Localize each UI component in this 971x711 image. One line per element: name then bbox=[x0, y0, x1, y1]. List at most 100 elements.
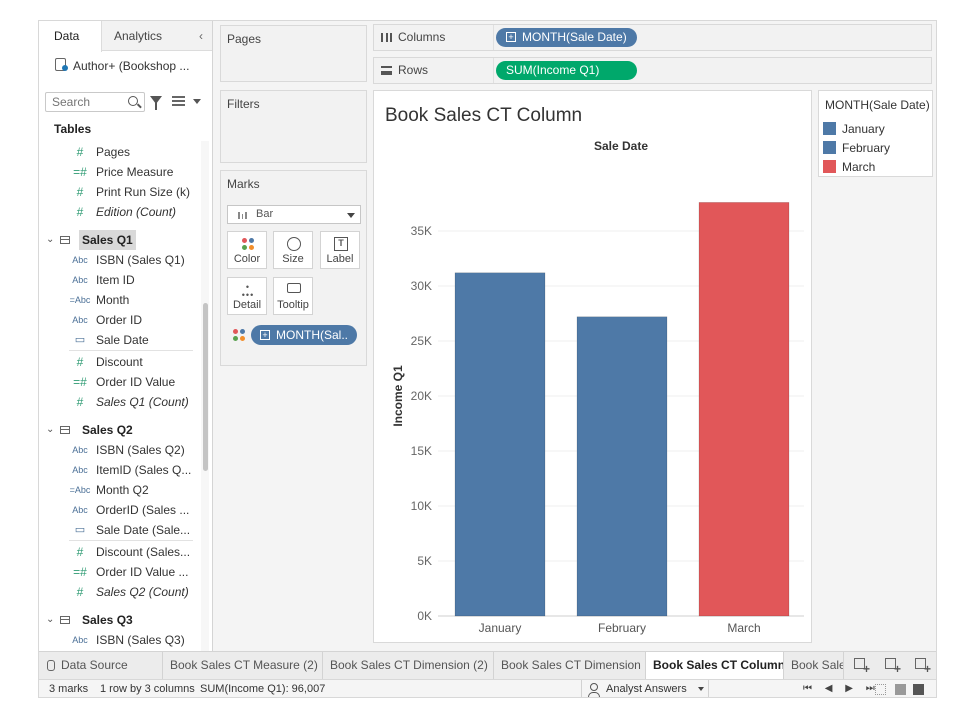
show-tabs-icon[interactable] bbox=[913, 684, 924, 695]
rows-pill[interactable]: SUM(Income Q1) bbox=[496, 61, 637, 80]
field-item[interactable]: =# Order ID Value ... bbox=[39, 562, 199, 582]
new-dashboard-icon[interactable]: + bbox=[885, 658, 901, 675]
scrollbar-thumb[interactable] bbox=[203, 303, 208, 471]
chevron-down-icon[interactable]: ⌄ bbox=[46, 234, 55, 245]
pages-title: Pages bbox=[227, 32, 262, 46]
field-item[interactable]: # Print Run Size (k) bbox=[39, 182, 199, 202]
columns-pill[interactable]: + MONTH(Sale Date) bbox=[496, 28, 637, 47]
analyst-answers-dropdown[interactable]: Analyst Answers bbox=[581, 680, 709, 697]
search-icon bbox=[128, 96, 138, 106]
mark-type-dropdown[interactable]: Bar bbox=[227, 205, 361, 224]
chevron-down-icon bbox=[347, 213, 355, 218]
detail-icon: • ••• bbox=[241, 282, 255, 300]
x-tick-label: March bbox=[727, 621, 760, 635]
chart-view: Book Sales CT Column Sale Date Income Q1 0… bbox=[373, 90, 812, 643]
field-item[interactable]: Abc OrderID (Sales ... bbox=[39, 500, 199, 520]
tooltip-button[interactable]: Tooltip bbox=[273, 277, 313, 315]
search-input[interactable] bbox=[46, 93, 124, 111]
field-item[interactable]: # Sales Q1 (Count) bbox=[39, 392, 199, 412]
show-filmstrip-icon[interactable] bbox=[875, 684, 886, 695]
field-item[interactable]: Abc ItemID (Sales Q... bbox=[39, 460, 199, 480]
sheet-tab[interactable]: Book Sales CT Measure (2) bbox=[163, 652, 323, 679]
columns-shelf[interactable]: Columns + MONTH(Sale Date) bbox=[373, 24, 932, 51]
field-label: Sales Q3 bbox=[82, 613, 133, 627]
dimension-icon: Abc bbox=[72, 275, 88, 285]
y-tick-label: 35K bbox=[411, 224, 432, 238]
detail-button[interactable]: • ••• Detail bbox=[227, 277, 267, 315]
field-item[interactable]: =# Price Measure bbox=[39, 162, 199, 182]
field-item[interactable]: # Pages bbox=[39, 142, 199, 162]
bar-chart: Sale Date Income Q1 0K 5K 10K 15K 20K 25K 30K 35K… bbox=[391, 139, 804, 635]
collapse-pane-icon[interactable]: ‹ bbox=[199, 29, 203, 43]
status-sum: SUM(Income Q1): 96,007 bbox=[200, 683, 326, 695]
new-worksheet-icon[interactable]: + bbox=[854, 658, 870, 675]
field-item[interactable]: ▭ Sale Date bbox=[39, 330, 199, 350]
rows-shelf[interactable]: Rows SUM(Income Q1) bbox=[373, 57, 932, 84]
field-item[interactable]: ▭ Sale Date (Sale... bbox=[39, 520, 199, 540]
field-item[interactable]: # Edition (Count) bbox=[39, 202, 199, 222]
filter-icon[interactable] bbox=[150, 96, 162, 110]
sheet-tab[interactable]: Book Sales CT Dimension bbox=[494, 652, 646, 679]
label-button[interactable]: T Label bbox=[320, 231, 360, 269]
tab-data[interactable]: Data bbox=[39, 21, 102, 52]
pages-shelf[interactable]: Pages bbox=[220, 25, 367, 82]
mark-field-pill[interactable]: + MONTH(Sal.. bbox=[251, 325, 357, 345]
table-header[interactable]: ⌄ Sales Q3 bbox=[39, 610, 199, 630]
show-sheet-sorter-icon[interactable] bbox=[895, 684, 906, 695]
table-header[interactable]: ⌄ Sales Q1 bbox=[39, 230, 199, 250]
field-item[interactable]: Abc Item ID bbox=[39, 270, 199, 290]
field-item[interactable]: # Discount bbox=[39, 352, 199, 372]
sheet-tab[interactable]: Book Sales CT Column bbox=[646, 652, 784, 679]
label-label: Label bbox=[326, 253, 354, 265]
chevron-down-icon[interactable] bbox=[193, 99, 201, 104]
field-item[interactable]: Abc Order ID bbox=[39, 310, 199, 330]
columns-label: Columns bbox=[398, 30, 446, 44]
measure-icon: # bbox=[76, 185, 84, 199]
field-label: ISBN (Sales Q1) bbox=[96, 253, 185, 267]
search-box[interactable] bbox=[45, 92, 145, 112]
tab-data-source[interactable]: Data Source bbox=[39, 652, 163, 679]
filters-shelf[interactable]: Filters bbox=[220, 90, 367, 163]
legend-label: February bbox=[842, 141, 891, 155]
legend-label: March bbox=[842, 160, 876, 174]
sheet-navigation-buttons[interactable]: ⏮ ◀ ▶ ⏭ bbox=[803, 683, 880, 694]
new-story-icon[interactable]: + bbox=[915, 658, 931, 675]
measure-icon: # bbox=[76, 145, 84, 159]
x-tick-label: January bbox=[479, 621, 522, 635]
chevron-down-icon[interactable]: ⌄ bbox=[46, 614, 55, 625]
field-item[interactable]: # Discount (Sales... bbox=[39, 542, 199, 562]
dimension-icon: Abc bbox=[72, 505, 88, 515]
rows-icon bbox=[381, 66, 392, 75]
columns-icon bbox=[381, 33, 392, 42]
field-label: Sales Q1 (Count) bbox=[96, 395, 189, 409]
y-axis-label: Income Q1 bbox=[391, 365, 405, 427]
size-button[interactable]: Size bbox=[273, 231, 313, 269]
tooltip-label: Tooltip bbox=[277, 299, 309, 311]
table-icon bbox=[60, 426, 70, 434]
size-label: Size bbox=[282, 253, 304, 265]
sheet-tab[interactable]: Book Sales bbox=[784, 652, 844, 679]
field-label: Sale Date bbox=[96, 333, 149, 347]
field-label: Pages bbox=[96, 145, 131, 159]
field-list-scrollbar[interactable] bbox=[201, 141, 209, 651]
view-list-icon[interactable] bbox=[172, 96, 185, 106]
field-item[interactable]: Abc ISBN (Sales Q1) bbox=[39, 250, 199, 270]
table-header[interactable]: ⌄ Sales Q2 bbox=[39, 420, 199, 440]
chevron-down-icon[interactable]: ⌄ bbox=[46, 424, 55, 435]
table-icon bbox=[60, 616, 70, 624]
field-item[interactable]: Abc ISBN (Sales Q3) bbox=[39, 630, 199, 650]
datasource-selector[interactable]: Author+ (Bookshop ... bbox=[53, 57, 211, 75]
tab-analytics[interactable]: Analytics bbox=[114, 29, 163, 43]
data-pane: Data Analytics ‹ Author+ (Bookshop ... T… bbox=[39, 21, 213, 651]
sheet-tab[interactable]: Book Sales CT Dimension (2) bbox=[323, 652, 494, 679]
dimension-icon: Abc bbox=[72, 255, 88, 265]
field-item[interactable]: # Sales Q2 (Count) bbox=[39, 582, 199, 602]
field-label: Item ID bbox=[96, 273, 135, 287]
field-item[interactable]: =# Order ID Value bbox=[39, 372, 199, 392]
sheet-tab-label: Book Sales CT Dimension bbox=[501, 658, 641, 672]
field-item[interactable]: =Abc Month bbox=[39, 290, 199, 310]
rows-pill-label: SUM(Income Q1) bbox=[506, 63, 600, 77]
field-item[interactable]: =Abc Month Q2 bbox=[39, 480, 199, 500]
color-button[interactable]: Color bbox=[227, 231, 267, 269]
field-item[interactable]: Abc ISBN (Sales Q2) bbox=[39, 440, 199, 460]
